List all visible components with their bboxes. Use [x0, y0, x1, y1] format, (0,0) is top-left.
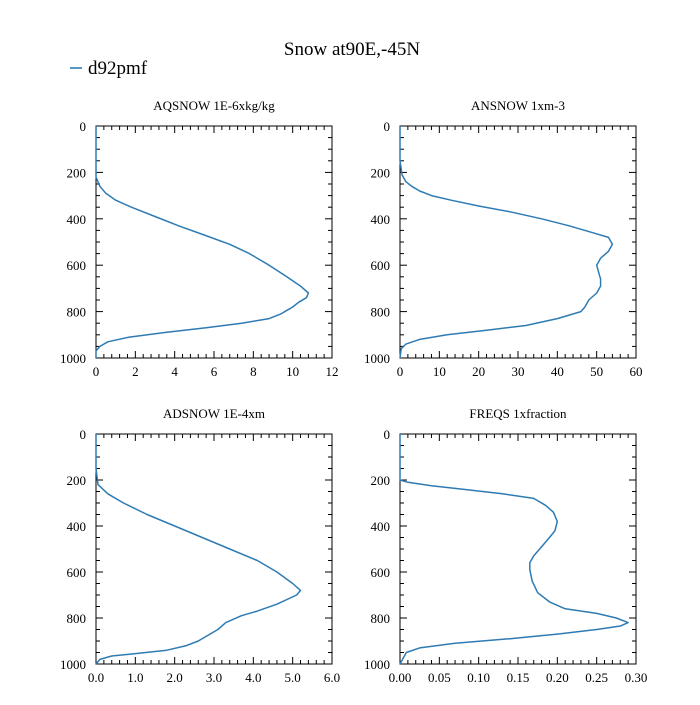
- x-tick-label: 0: [397, 364, 404, 379]
- x-tick-label: 10: [433, 364, 446, 379]
- x-tick-label: 0: [93, 364, 100, 379]
- panel-title: AQSNOW 1E-6xkg/kg: [153, 98, 275, 113]
- y-tick-label: 1000: [364, 351, 390, 366]
- x-tick-label: 6.0: [324, 670, 340, 685]
- x-tick-label: 1.0: [127, 670, 143, 685]
- y-tick-label: 400: [67, 212, 87, 227]
- y-tick-label: 200: [67, 473, 87, 488]
- x-tick-label: 8: [250, 364, 257, 379]
- series-line: [95, 434, 302, 665]
- x-tick-label: 4.0: [245, 670, 261, 685]
- x-tick-label: 40: [551, 364, 564, 379]
- x-tick-label: 0.0: [88, 670, 104, 685]
- y-tick-label: 600: [371, 258, 391, 273]
- plot-frame: [399, 125, 637, 359]
- x-tick-label: 12: [326, 364, 339, 379]
- y-tick-label: 800: [67, 305, 87, 320]
- x-tick-label: 0.20: [546, 670, 569, 685]
- y-tick-label: 0: [384, 119, 391, 134]
- series-line: [95, 126, 310, 358]
- y-tick-label: 200: [67, 165, 87, 180]
- y-tick-label: 1000: [60, 351, 86, 366]
- x-tick-label: 4: [171, 364, 178, 379]
- x-tick-label: 20: [472, 364, 485, 379]
- y-tick-label: 600: [67, 565, 87, 580]
- panel-2: ANSNOW 1xm-3 0 200 400 600 800 1000 0 10 20 30 40 50…: [364, 98, 643, 379]
- x-tick-label: 0.15: [507, 670, 530, 685]
- panel-title: ANSNOW 1xm-3: [471, 98, 565, 113]
- y-tick-label: 0: [80, 119, 87, 134]
- series-line: [399, 434, 629, 665]
- x-tick-label: 5.0: [285, 670, 301, 685]
- x-tick-label: 10: [286, 364, 299, 379]
- y-tick-label: 0: [80, 427, 87, 442]
- x-tick-label: 0.05: [428, 670, 451, 685]
- y-tick-label: 800: [67, 611, 87, 626]
- x-tick-label: 3.0: [206, 670, 222, 685]
- x-tick-label: 50: [590, 364, 603, 379]
- y-tick-label: 600: [371, 565, 391, 580]
- x-tick-label: 2: [132, 364, 139, 379]
- x-tick-label: 2.0: [167, 670, 183, 685]
- x-tick-label: 60: [630, 364, 643, 379]
- panel-title: FREQS 1xfraction: [469, 406, 567, 421]
- panel-title: ADSNOW 1E-4xm: [163, 406, 265, 421]
- y-tick-label: 400: [371, 212, 391, 227]
- plot-frame: [95, 433, 333, 665]
- y-tick-label: 0: [384, 427, 391, 442]
- x-tick-label: 6: [211, 364, 218, 379]
- x-tick-label: 0.25: [585, 670, 608, 685]
- x-tick-label: 0.10: [467, 670, 490, 685]
- x-tick-label: 0.30: [625, 670, 648, 685]
- legend: d92pmf: [70, 58, 148, 79]
- y-tick-label: 800: [371, 305, 391, 320]
- y-tick-label: 200: [371, 165, 391, 180]
- y-tick-label: 800: [371, 611, 391, 626]
- figure-title: Snow at90E,-45N: [284, 39, 420, 60]
- y-tick-label: 1000: [364, 657, 390, 672]
- panel-1: AQSNOW 1E-6xkg/kg 0 200 400 600 800 1000 0 2 4 6 8 1…: [60, 98, 339, 379]
- legend-label: d92pmf: [88, 58, 148, 79]
- series-line: [399, 126, 614, 359]
- y-tick-label: 1000: [60, 657, 86, 672]
- y-tick-label: 400: [371, 519, 391, 534]
- y-tick-label: 600: [67, 258, 87, 273]
- x-tick-label: 0.00: [389, 670, 412, 685]
- plot-frame: [95, 125, 333, 359]
- y-tick-label: 200: [371, 473, 391, 488]
- y-tick-label: 400: [67, 519, 87, 534]
- x-tick-label: 30: [512, 364, 525, 379]
